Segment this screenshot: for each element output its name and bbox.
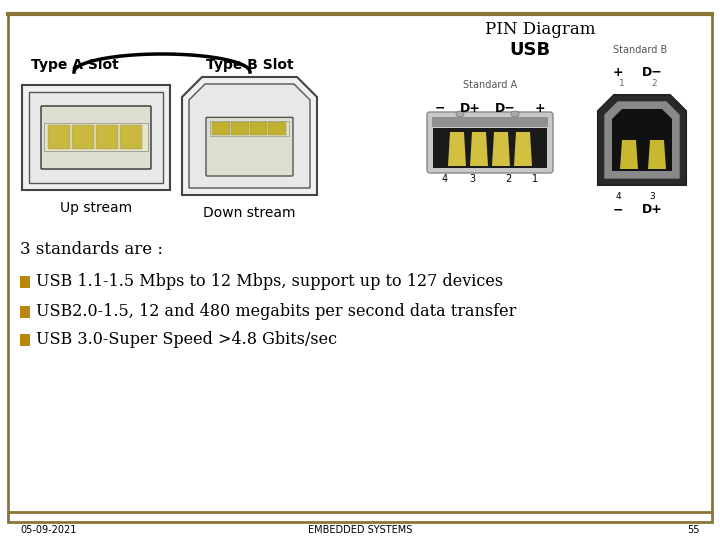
Bar <box>230 123 248 134</box>
Polygon shape <box>620 140 638 169</box>
Text: Type B Slot: Type B Slot <box>206 58 294 72</box>
Polygon shape <box>612 109 672 171</box>
Bar <box>29 92 163 183</box>
Polygon shape <box>189 84 310 188</box>
Bar <box>48 125 70 149</box>
Bar <box>250 123 267 134</box>
Polygon shape <box>492 132 510 166</box>
Polygon shape <box>605 102 679 178</box>
Text: Standard B: Standard B <box>613 45 667 55</box>
Text: Up stream: Up stream <box>60 201 132 215</box>
Bar <box>212 123 230 134</box>
Text: USB 1.1-1.5 Mbps to 12 Mbps, support up to 127 devices: USB 1.1-1.5 Mbps to 12 Mbps, support up … <box>36 273 503 291</box>
Bar <box>96 125 118 149</box>
Text: 3: 3 <box>649 192 655 201</box>
Text: EMBEDDED SYSTEMS: EMBEDDED SYSTEMS <box>308 525 412 535</box>
Bar <box>44 124 148 151</box>
Polygon shape <box>448 132 466 166</box>
Text: USB: USB <box>510 41 551 59</box>
Polygon shape <box>470 132 488 166</box>
Text: D+: D+ <box>642 203 662 216</box>
Text: D+: D+ <box>459 102 480 114</box>
FancyBboxPatch shape <box>427 112 553 173</box>
Text: Standard A: Standard A <box>463 80 517 90</box>
Text: 2: 2 <box>505 174 511 184</box>
Ellipse shape <box>456 111 464 117</box>
Bar <box>120 125 142 149</box>
Text: −: − <box>613 203 624 216</box>
Bar <box>20 306 30 318</box>
Text: USB2.0-1.5, 12 and 480 megabits per second data transfer: USB2.0-1.5, 12 and 480 megabits per seco… <box>36 303 516 321</box>
Text: 4: 4 <box>442 174 448 184</box>
Bar <box>433 128 547 168</box>
Text: 1: 1 <box>619 79 625 88</box>
FancyBboxPatch shape <box>41 106 151 169</box>
Polygon shape <box>182 77 317 195</box>
Text: −: − <box>435 102 445 114</box>
Bar <box>20 276 30 288</box>
Text: USB 3.0-Super Speed >4.8 Gbits/sec: USB 3.0-Super Speed >4.8 Gbits/sec <box>36 332 337 348</box>
Text: 1: 1 <box>532 174 538 184</box>
Text: +: + <box>535 102 545 114</box>
Ellipse shape <box>511 111 519 117</box>
Text: D−: D− <box>642 65 662 78</box>
Bar <box>72 125 94 149</box>
Text: Type A Slot: Type A Slot <box>31 58 119 72</box>
FancyBboxPatch shape <box>206 117 293 176</box>
Text: PIN Diagram: PIN Diagram <box>485 22 595 38</box>
Bar <box>432 117 548 127</box>
Text: Down stream: Down stream <box>203 206 296 220</box>
Polygon shape <box>598 95 686 185</box>
Text: +: + <box>613 65 624 78</box>
Polygon shape <box>514 132 532 166</box>
Bar <box>20 334 30 346</box>
Text: 55: 55 <box>688 525 700 535</box>
Text: D−: D− <box>495 102 516 114</box>
Bar <box>22 85 170 190</box>
Text: 3: 3 <box>469 174 475 184</box>
Text: 3 standards are :: 3 standards are : <box>20 241 163 259</box>
Text: 4: 4 <box>615 192 621 201</box>
Bar <box>210 122 289 136</box>
Polygon shape <box>648 140 666 169</box>
Bar <box>269 123 286 134</box>
Text: 2: 2 <box>651 79 657 88</box>
Text: 05-09-2021: 05-09-2021 <box>20 525 76 535</box>
